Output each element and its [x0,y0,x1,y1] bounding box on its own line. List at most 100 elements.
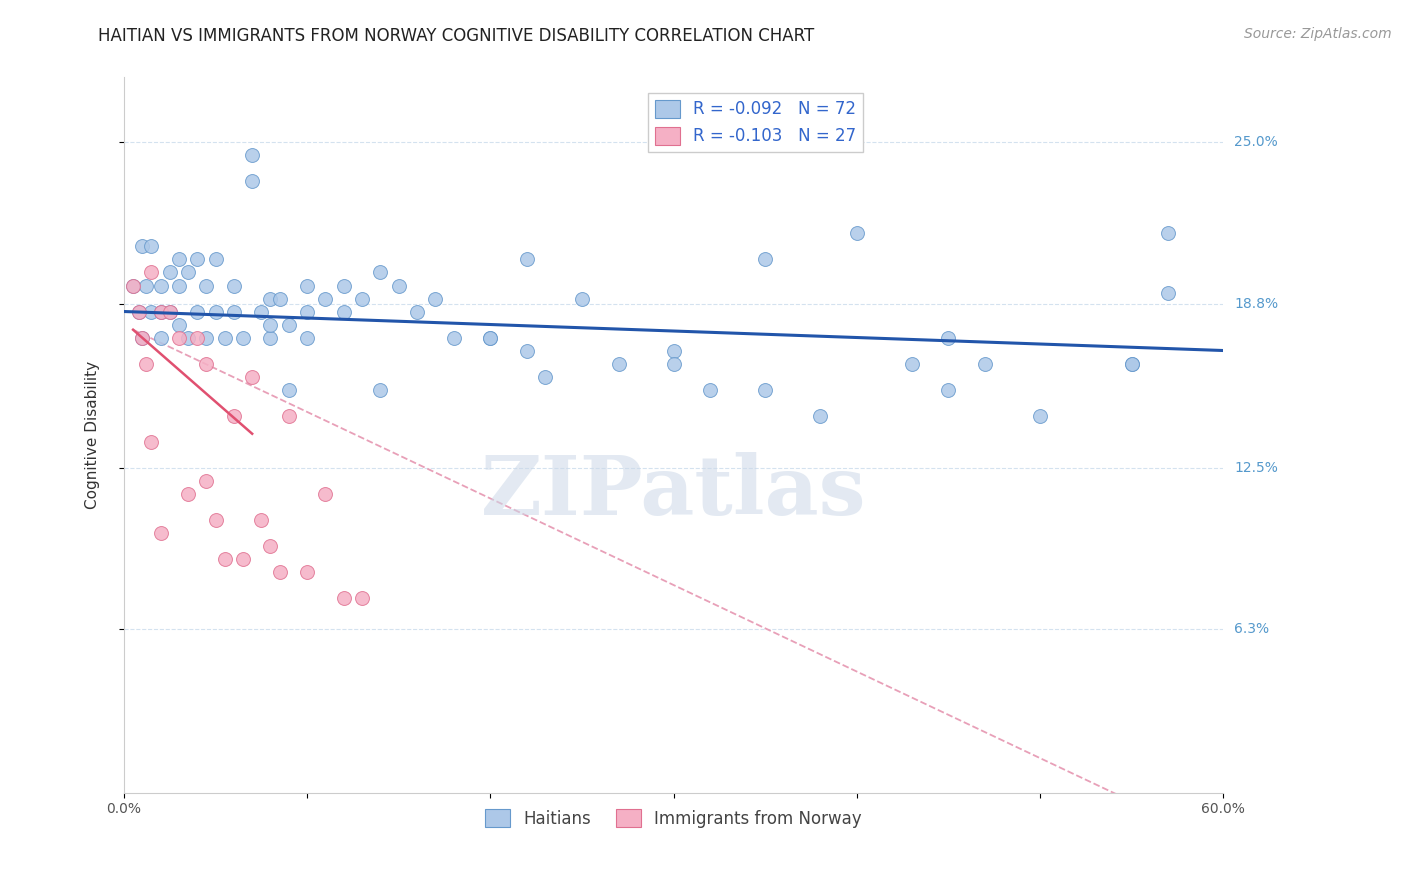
Text: 25.0%: 25.0% [1234,136,1278,150]
Point [159,304,181,318]
Point [214,330,236,344]
Point [259,318,281,332]
Point [177,486,200,500]
Point [128,304,150,318]
Point [204,252,226,267]
Point [333,304,356,318]
Point [222,278,245,293]
Point [240,174,263,188]
Point [250,304,273,318]
Point [186,330,208,344]
Point [295,304,318,318]
Point [754,383,776,397]
Point [938,330,960,344]
Point [141,434,163,449]
Point [1121,357,1143,371]
Point [479,330,502,344]
Point [128,304,150,318]
Point [131,330,153,344]
Point [222,304,245,318]
Point [314,292,336,306]
Point [370,383,392,397]
Point [177,265,200,279]
Point [277,383,299,397]
Point [352,292,374,306]
Point [406,304,429,318]
Point [259,292,281,306]
Text: HAITIAN VS IMMIGRANTS FROM NORWAY COGNITIVE DISABILITY CORRELATION CHART: HAITIAN VS IMMIGRANTS FROM NORWAY COGNIT… [98,27,814,45]
Point [754,252,776,267]
Point [277,318,299,332]
Point [534,369,557,384]
Point [314,486,336,500]
Point [167,318,190,332]
Point [808,409,831,423]
Point [295,330,318,344]
Point [131,330,153,344]
Point [232,551,254,566]
Point [352,591,374,605]
Point [135,357,157,371]
Point [333,591,356,605]
Point [186,252,208,267]
Point [167,278,190,293]
Point [1157,286,1180,301]
Point [177,330,200,344]
Point [195,278,218,293]
Point [699,383,721,397]
Point [149,304,172,318]
Point [295,278,318,293]
Point [571,292,593,306]
Point [149,278,172,293]
Point [443,330,465,344]
Point [204,512,226,526]
Point [607,357,630,371]
Point [122,278,145,293]
Point [141,239,163,253]
Point [195,474,218,488]
Point [250,512,273,526]
Point [974,357,997,371]
Point [1029,409,1052,423]
Point [269,292,291,306]
Point [141,304,163,318]
Point [149,304,172,318]
Point [479,330,502,344]
Point [195,357,218,371]
Point [167,252,190,267]
Point [662,357,685,371]
Point [204,304,226,318]
Point [240,369,263,384]
Point [159,265,181,279]
Point [240,148,263,162]
Point [214,551,236,566]
Point [1121,357,1143,371]
Point [1157,227,1180,241]
Point [370,265,392,279]
Point [259,330,281,344]
Point [122,278,145,293]
Text: 18.8%: 18.8% [1234,297,1278,310]
Text: 6.3%: 6.3% [1234,622,1270,636]
Point [232,330,254,344]
Y-axis label: Cognitive Disability: Cognitive Disability [86,361,100,509]
Point [901,357,924,371]
Legend: Haitians, Immigrants from Norway: Haitians, Immigrants from Norway [478,803,869,834]
Point [222,409,245,423]
Point [516,343,538,358]
Point [333,278,356,293]
Point [845,227,868,241]
Point [131,239,153,253]
Point [149,330,172,344]
Point [167,330,190,344]
Point [149,525,172,540]
Point [938,383,960,397]
Text: Source: ZipAtlas.com: Source: ZipAtlas.com [1244,27,1392,41]
Point [159,304,181,318]
Point [662,343,685,358]
Text: 12.5%: 12.5% [1234,460,1278,475]
Point [269,565,291,579]
Point [425,292,447,306]
Point [141,265,163,279]
Point [186,304,208,318]
